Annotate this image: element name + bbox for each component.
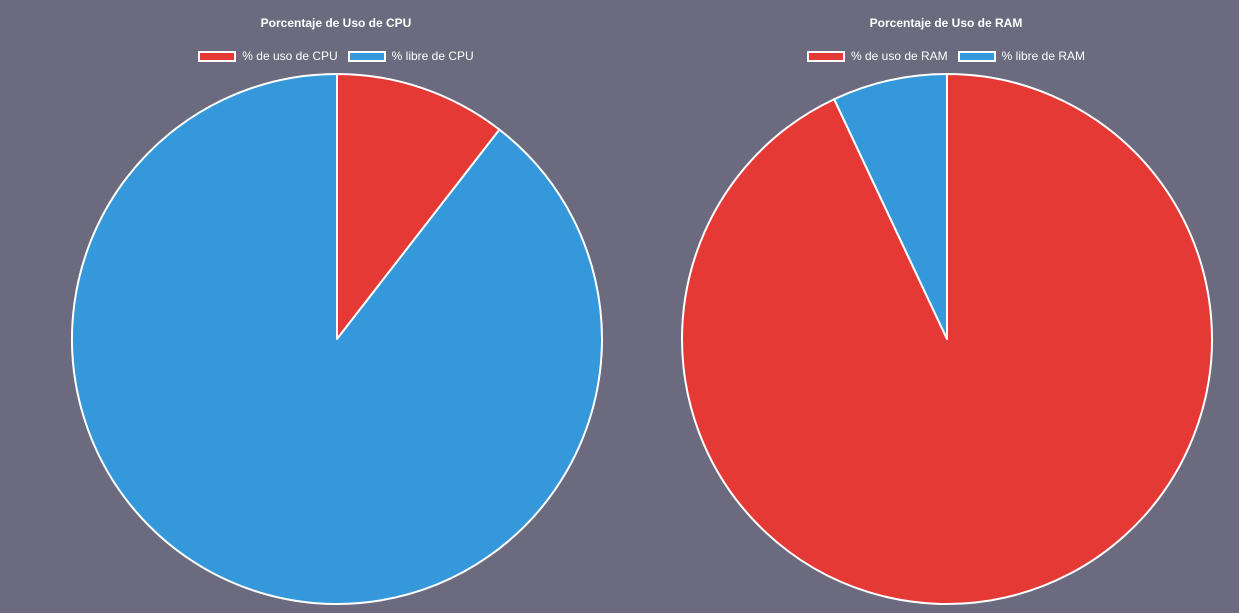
legend-label-cpu-free: % libre de CPU xyxy=(391,49,474,63)
legend-swatch-ram-free xyxy=(957,50,996,62)
legend-label-ram-free: % libre de RAM xyxy=(1001,49,1086,63)
ram-chart-title: Porcentaje de Uso de RAM xyxy=(869,16,1023,30)
legend-item-cpu-used[interactable]: % de uso de CPU xyxy=(198,48,338,64)
cpu-pie-slice-free[interactable] xyxy=(71,73,603,605)
legend-item-cpu-free[interactable]: % libre de CPU xyxy=(347,48,474,64)
ram-chart-panel: Porcentaje de Uso de RAM % de uso de RAM… xyxy=(636,0,1239,613)
legend-item-ram-used[interactable]: % de uso de RAM xyxy=(806,48,948,64)
legend-item-ram-free[interactable]: % libre de RAM xyxy=(957,48,1086,64)
legend-label-cpu-used: % de uso de CPU xyxy=(242,49,338,63)
ram-chart-legend: % de uso de RAM % libre de RAM xyxy=(636,48,1239,64)
legend-label-ram-used: % de uso de RAM xyxy=(850,49,948,63)
cpu-chart-panel: Porcentaje de Uso de CPU % de uso de CPU… xyxy=(26,0,646,613)
legend-swatch-cpu-free xyxy=(347,50,386,62)
legend-swatch-cpu-used xyxy=(198,50,237,62)
cpu-chart-legend: % de uso de CPU % libre de CPU xyxy=(26,48,646,64)
ram-pie-chart xyxy=(681,73,1213,605)
cpu-pie-chart xyxy=(71,73,603,605)
cpu-chart-title: Porcentaje de Uso de CPU xyxy=(260,16,412,30)
ram-pie-slice-free[interactable] xyxy=(833,73,948,340)
legend-swatch-ram-used xyxy=(806,50,845,62)
cpu-pie-slice-used[interactable] xyxy=(336,73,501,340)
